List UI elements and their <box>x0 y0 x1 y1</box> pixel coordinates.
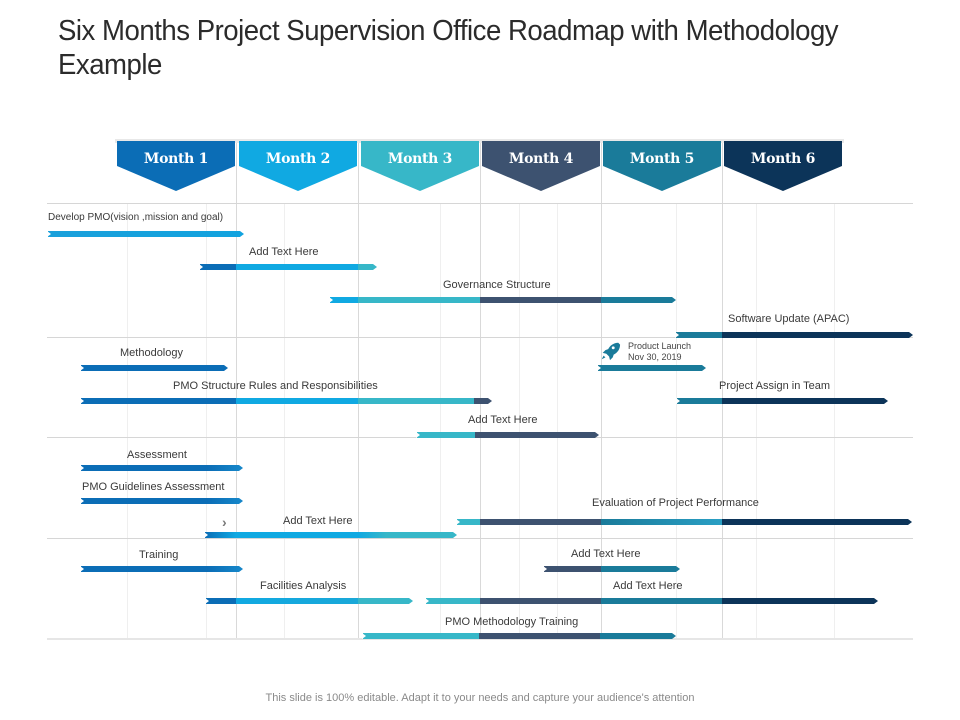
task-label: PMO Methodology Training <box>445 616 579 628</box>
grid-line <box>557 203 558 639</box>
task-bar <box>199 264 377 270</box>
month-header-4: Month 4 <box>482 141 600 191</box>
task-bar <box>425 598 878 604</box>
milestone-bar <box>597 365 706 371</box>
task-label: Governance Structure <box>443 279 551 291</box>
grid-line <box>676 203 677 639</box>
grid-line <box>519 203 520 639</box>
task-label: Assessment <box>127 449 187 461</box>
month-header-2: Month 2 <box>239 141 357 191</box>
task-label: Add Text Here <box>249 246 319 258</box>
grid-line <box>206 203 207 639</box>
task-bar <box>80 398 492 404</box>
rocket-icon <box>601 342 621 361</box>
month-label: Month 6 <box>750 151 816 167</box>
task-label: Facilities Analysis <box>260 580 347 592</box>
month-label: Month 2 <box>265 151 331 167</box>
task-bar <box>80 465 243 471</box>
task-label: Develop PMO(vision ,mission and goal) <box>48 212 224 223</box>
task-bar <box>416 432 599 438</box>
month-header-1: Month 1 <box>117 141 235 191</box>
grid-line <box>284 203 285 639</box>
task-label: Methodology <box>120 347 183 359</box>
task-label: Software Update (APAC) <box>728 313 850 325</box>
milestone-date: Nov 30, 2019 <box>628 352 682 362</box>
row-divider <box>47 203 913 204</box>
grid-line <box>601 141 602 639</box>
month-header-3: Month 3 <box>361 141 479 191</box>
task-bar <box>675 332 913 338</box>
month-label: Month 5 <box>629 151 695 167</box>
task-bar <box>543 566 680 572</box>
task-bar <box>329 297 676 303</box>
grid-line <box>722 141 723 639</box>
milestone-label: Product Launch <box>628 341 692 351</box>
task-label: Add Text Here <box>283 515 353 527</box>
month-label: Month 4 <box>508 151 574 167</box>
month-header-5: Month 5 <box>603 141 721 191</box>
task-bar <box>204 532 457 538</box>
page-title: Six Months Project Supervision Office Ro… <box>58 15 839 81</box>
task-bar <box>676 398 888 404</box>
task-bar <box>456 519 912 525</box>
task-label: PMO Structure Rules and Responsibilities <box>173 380 378 392</box>
task-bar <box>80 566 243 572</box>
task-bar <box>47 231 244 237</box>
grid-line <box>834 203 835 639</box>
month-label: Month 3 <box>387 151 453 167</box>
task-bar <box>362 633 676 639</box>
grid-line <box>440 203 441 639</box>
task-label: Add Text Here <box>468 414 538 426</box>
task-label: Evaluation of Project Performance <box>592 497 759 509</box>
grid-line <box>756 203 757 639</box>
task-label: Add Text Here <box>571 548 641 560</box>
grid-line <box>358 141 359 639</box>
row-divider <box>47 638 913 640</box>
grid-line <box>236 141 237 639</box>
chevron-right-icon: › <box>222 514 227 530</box>
task-bar <box>80 365 228 371</box>
month-label: Month 1 <box>143 151 209 167</box>
footer-note: This slide is 100% editable. Adapt it to… <box>265 692 695 704</box>
grid-line <box>480 141 481 639</box>
task-bar <box>80 498 243 504</box>
task-label: Add Text Here <box>613 580 683 592</box>
row-divider <box>47 337 913 338</box>
row-divider <box>47 538 913 539</box>
month-header-6: Month 6 <box>724 141 842 191</box>
task-label: Project Assign in Team <box>719 380 831 392</box>
task-bar <box>205 598 413 604</box>
task-label: Training <box>139 549 179 561</box>
grid-line <box>127 203 128 639</box>
task-label: PMO Guidelines Assessment <box>82 481 225 493</box>
